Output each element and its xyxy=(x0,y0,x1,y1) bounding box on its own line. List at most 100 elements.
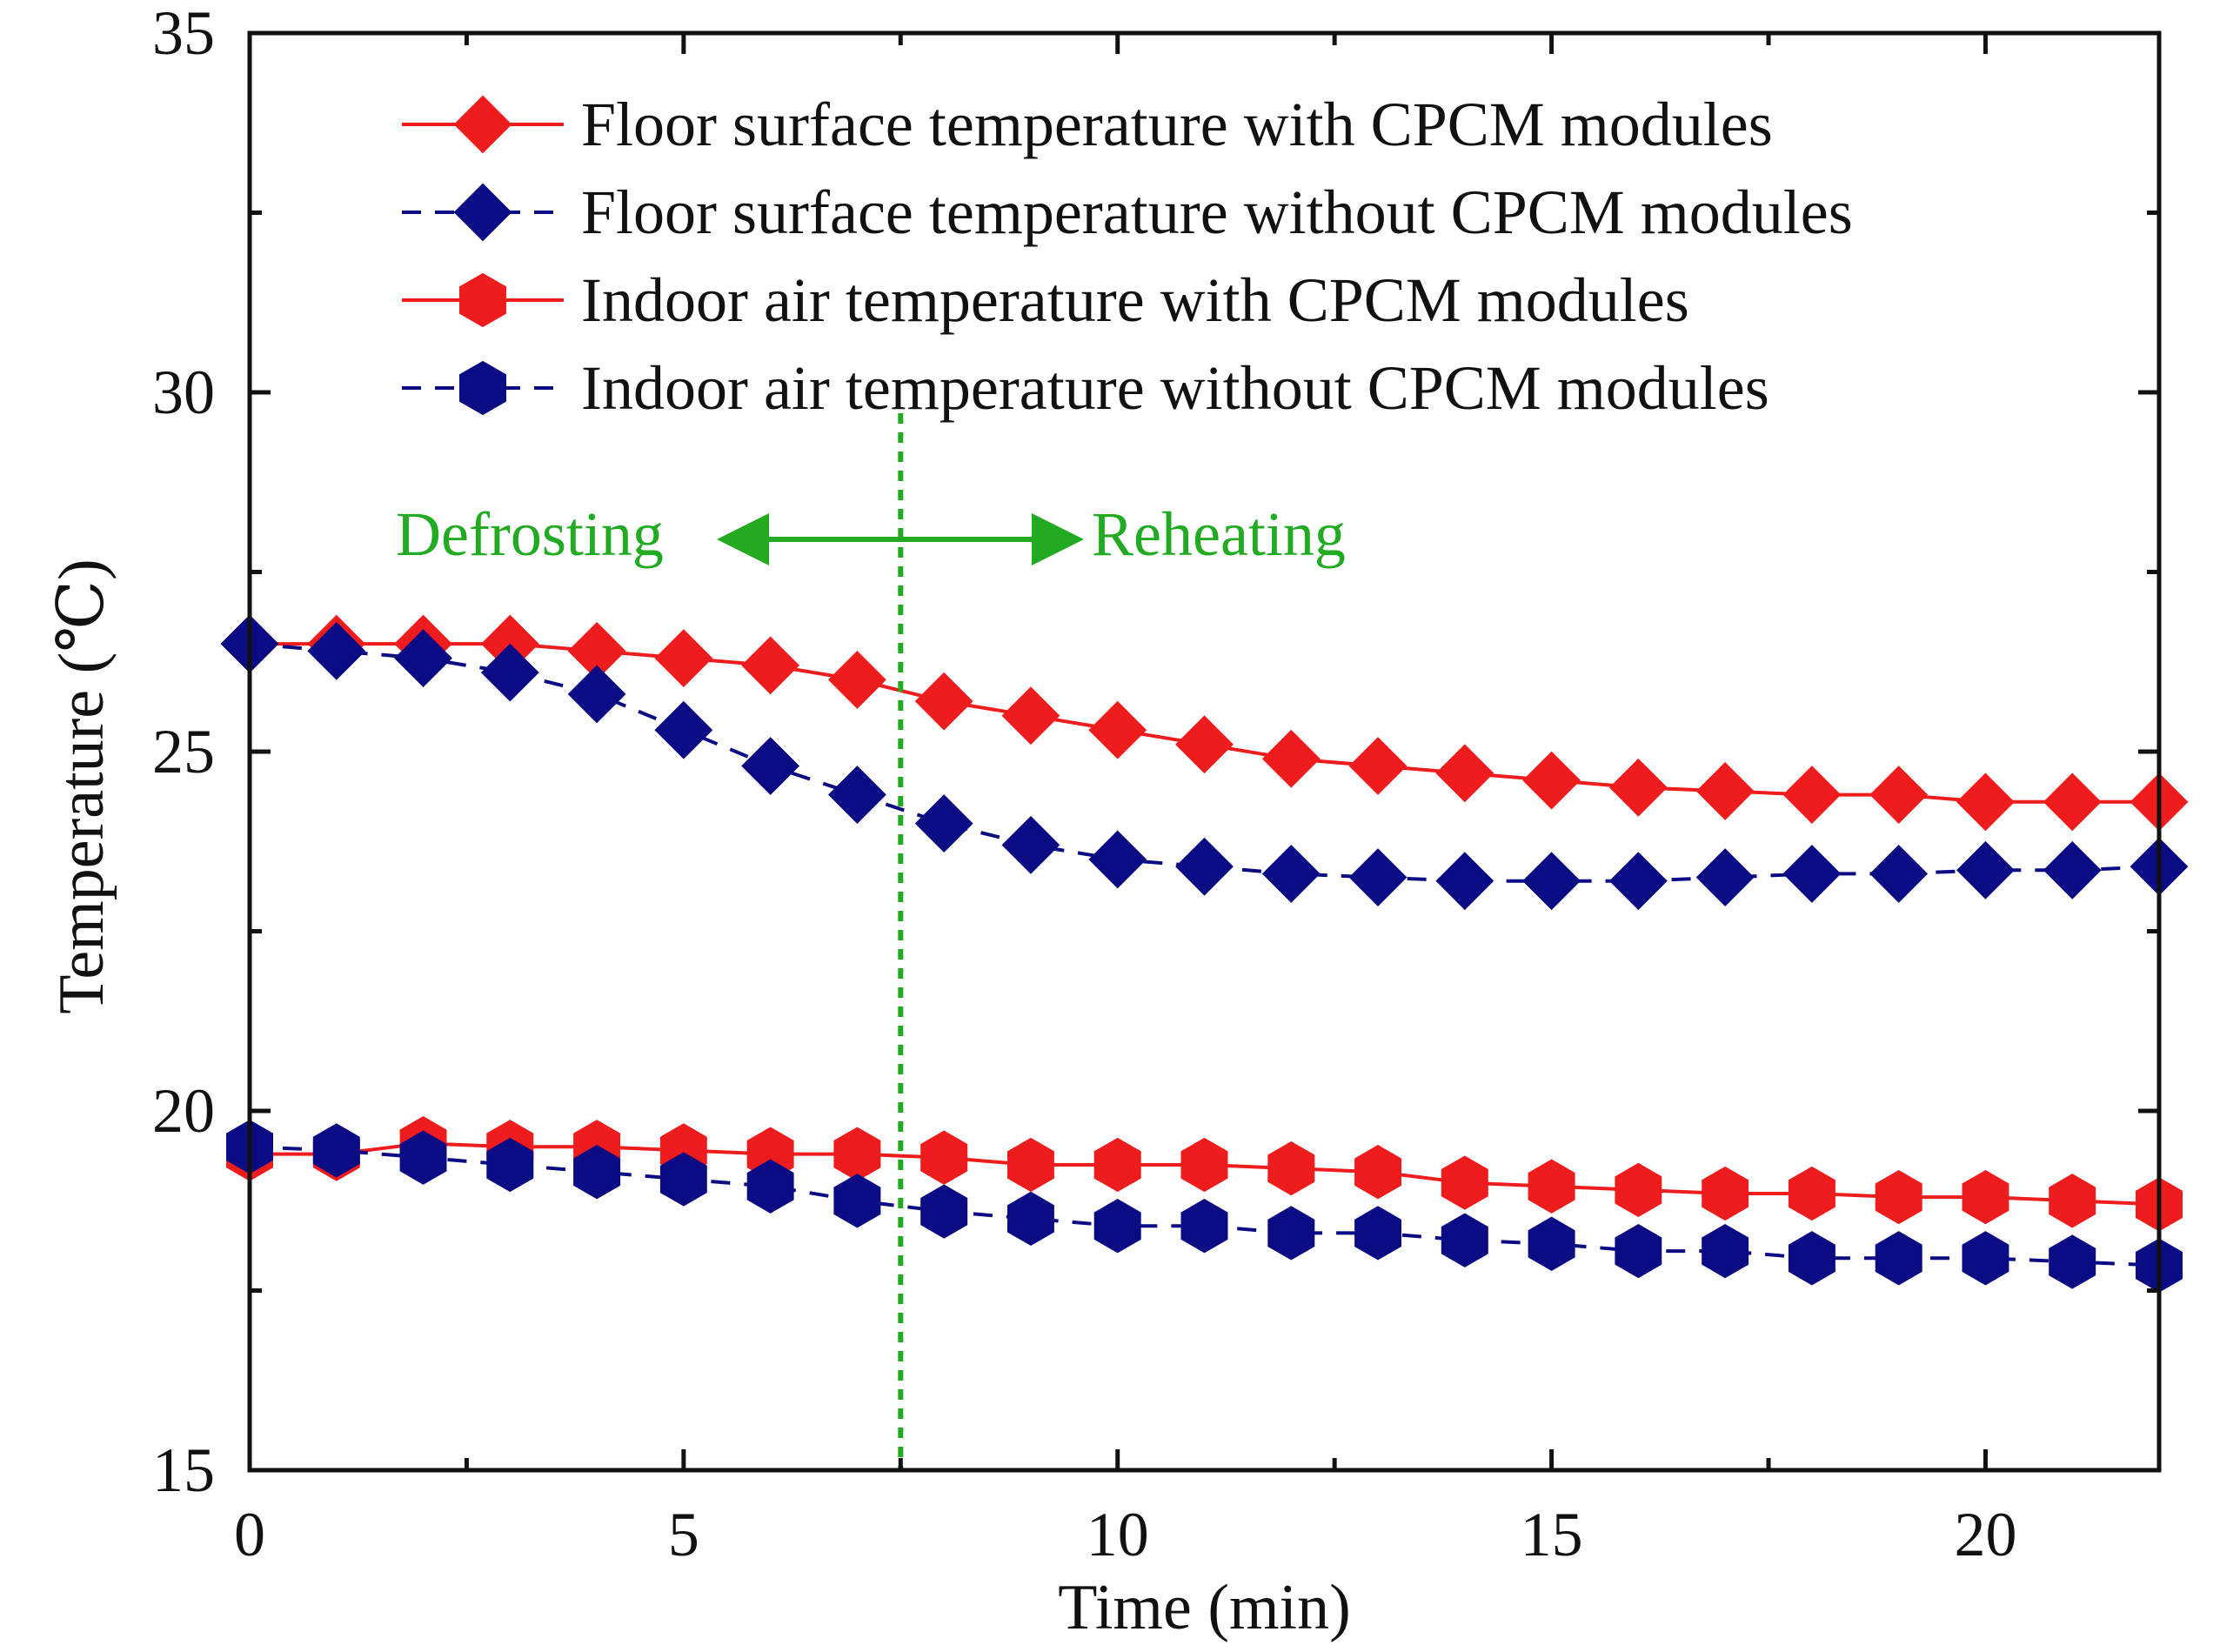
series-4-point-21 xyxy=(2049,1234,2096,1289)
series-3-point-12 xyxy=(1267,1140,1315,1196)
legend-item-3: Indoor air temperature with CPCM modules xyxy=(402,265,1689,335)
series-layer xyxy=(220,614,2189,1293)
defrosting-label: Defrosting xyxy=(396,499,664,569)
series-2-point-18 xyxy=(1782,845,1842,903)
series-3-point-7 xyxy=(833,1127,881,1181)
series-3-point-9 xyxy=(1007,1137,1054,1193)
series-2-point-11 xyxy=(1175,837,1234,896)
series-2-point-17 xyxy=(1695,848,1755,906)
series-1-point-13 xyxy=(1348,737,1408,795)
series-1-point-11 xyxy=(1175,715,1234,774)
legend-label-2: Floor surface temperature without CPCM m… xyxy=(581,177,1853,247)
series-2-point-12 xyxy=(1261,845,1321,903)
series-4-point-5 xyxy=(659,1152,707,1207)
series-3-point-17 xyxy=(1702,1166,1749,1221)
series-1-point-10 xyxy=(1088,700,1147,759)
series-1-point-12 xyxy=(1261,729,1321,788)
series-4-point-10 xyxy=(1093,1199,1141,1254)
series-4-point-14 xyxy=(1441,1213,1488,1267)
series-3-point-8 xyxy=(920,1130,968,1185)
series-1-point-18 xyxy=(1782,766,1842,824)
series-1-point-17 xyxy=(1695,762,1755,820)
y-tick-label-30: 30 xyxy=(152,358,215,427)
series-1-point-8 xyxy=(914,672,973,731)
series-2-point-8 xyxy=(914,794,973,853)
series-1-point-16 xyxy=(1608,758,1668,817)
series-2-point-20 xyxy=(1956,840,2015,900)
series-1-point-6 xyxy=(741,636,800,695)
series-4-point-3 xyxy=(486,1137,534,1193)
x-tick-label-5: 5 xyxy=(668,1500,699,1569)
series-4-point-1 xyxy=(312,1123,360,1178)
series-2-point-7 xyxy=(827,766,886,824)
legend-marker-4 xyxy=(459,360,506,416)
series-1-point-5 xyxy=(654,629,713,688)
series-2-point-21 xyxy=(2043,840,2102,900)
series-2-point-16 xyxy=(1608,852,1668,911)
legend-item-2: Floor surface temperature without CPCM m… xyxy=(402,177,1853,247)
x-tick-label-10: 10 xyxy=(1087,1500,1149,1569)
series-4-point-15 xyxy=(1528,1216,1575,1271)
series-3-point-10 xyxy=(1093,1137,1141,1193)
series-2-point-3 xyxy=(480,643,539,702)
series-3-point-21 xyxy=(2049,1174,2096,1228)
legend-marker-3 xyxy=(459,272,506,328)
y-tick-label-20: 20 xyxy=(152,1076,215,1146)
series-2-point-10 xyxy=(1088,830,1147,889)
series-2-point-15 xyxy=(1522,852,1581,911)
series-1-point-15 xyxy=(1522,751,1581,810)
series-1 xyxy=(220,614,2189,832)
legend-marker-2 xyxy=(453,183,512,242)
series-3-point-16 xyxy=(1615,1162,1662,1218)
series-2-point-14 xyxy=(1435,852,1494,911)
x-tick-label-15: 15 xyxy=(1521,1500,1583,1569)
legend-item-1: Floor surface temperature with CPCM modu… xyxy=(402,90,1773,159)
y-tick-label-25: 25 xyxy=(152,717,215,786)
series-1-point-9 xyxy=(1001,686,1060,746)
series-4-point-2 xyxy=(399,1130,447,1185)
series-4-point-13 xyxy=(1354,1206,1401,1261)
series-4-point-12 xyxy=(1267,1206,1315,1261)
series-1-point-21 xyxy=(2043,772,2102,832)
series-4-point-11 xyxy=(1180,1199,1228,1254)
series-2 xyxy=(220,614,2189,911)
series-1-point-7 xyxy=(827,650,886,709)
series-3-point-15 xyxy=(1528,1159,1575,1214)
y-tick-label-15: 15 xyxy=(152,1435,215,1505)
y-axis-title: Temperature (℃) xyxy=(46,558,117,1013)
series-2-point-5 xyxy=(654,700,713,759)
series-4-point-8 xyxy=(920,1184,968,1239)
legend-marker-1 xyxy=(453,95,512,154)
series-2-point-6 xyxy=(741,737,800,795)
series-4-point-17 xyxy=(1702,1223,1749,1279)
series-3-point-14 xyxy=(1441,1155,1488,1210)
series-2-point-1 xyxy=(307,621,366,680)
series-3-point-11 xyxy=(1180,1137,1228,1193)
series-3-point-13 xyxy=(1354,1145,1401,1200)
series-2-point-19 xyxy=(1869,845,1929,903)
series-2-point-13 xyxy=(1348,848,1408,906)
series-1-point-20 xyxy=(1956,772,2015,832)
series-2-point-4 xyxy=(567,665,626,724)
series-2-point-9 xyxy=(1001,815,1060,874)
y-tick-label-35: 35 xyxy=(152,0,215,68)
legend-item-4: Indoor air temperature without CPCM modu… xyxy=(402,353,1769,423)
series-4-point-16 xyxy=(1615,1223,1662,1279)
series-4-point-18 xyxy=(1788,1231,1835,1286)
legend-label-4: Indoor air temperature without CPCM modu… xyxy=(581,353,1769,423)
series-4-point-9 xyxy=(1007,1191,1054,1247)
annotation-layer: Defrosting Reheating xyxy=(396,413,1346,1470)
series-4-point-19 xyxy=(1875,1231,1922,1286)
series-3-point-20 xyxy=(1962,1169,2009,1225)
series-3-point-19 xyxy=(1875,1169,1922,1225)
axes: 0 5 10 15 20 15 20 25 30 35 xyxy=(152,0,2162,1569)
legend: Floor surface temperature with CPCM modu… xyxy=(402,90,1853,423)
series-1-point-19 xyxy=(1869,766,1929,824)
legend-label-1: Floor surface temperature with CPCM modu… xyxy=(581,90,1773,159)
reheating-label: Reheating xyxy=(1092,499,1346,569)
series-4-point-6 xyxy=(746,1159,794,1214)
series-4-point-7 xyxy=(833,1174,881,1228)
legend-label-3: Indoor air temperature with CPCM modules xyxy=(581,265,1689,335)
x-axis-title: Time (min) xyxy=(1058,1572,1350,1643)
